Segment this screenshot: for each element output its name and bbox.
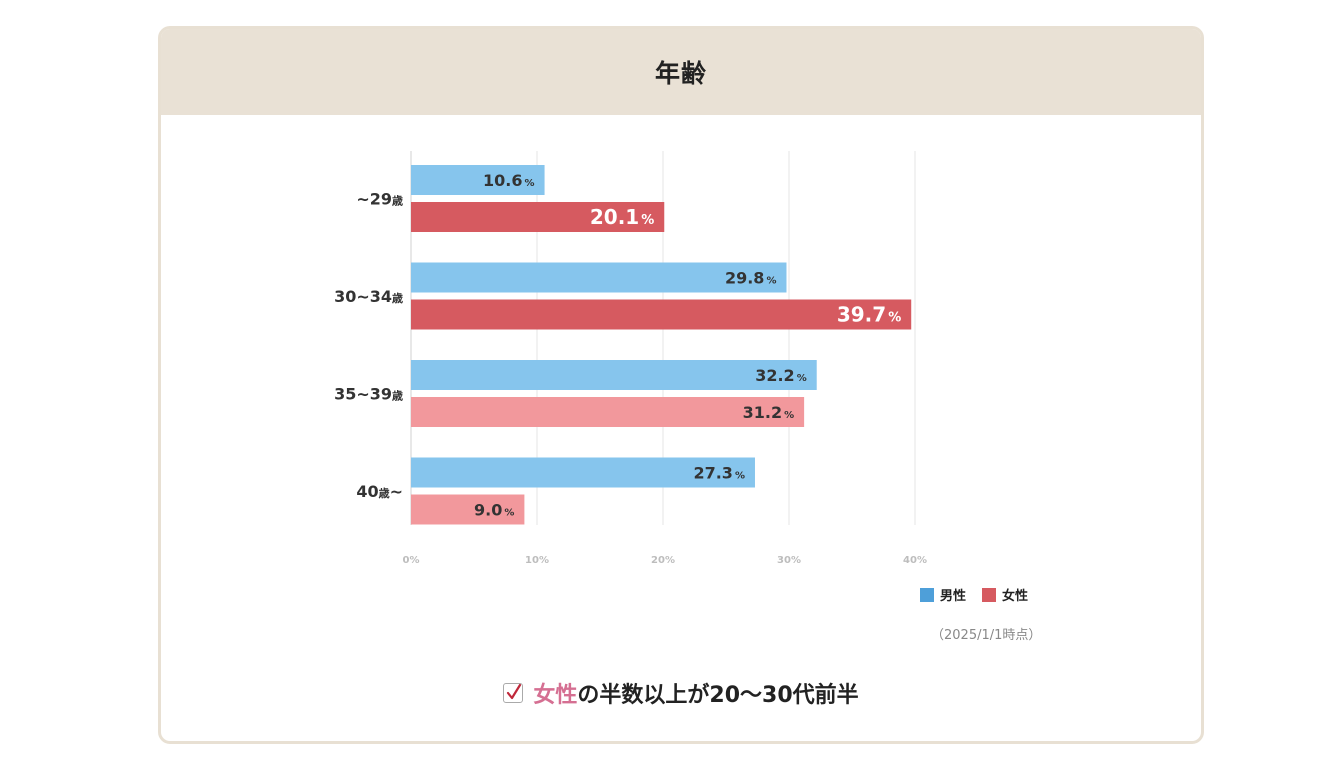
age-card: 年齢 0% 10% 20% 30% 40% 10.6% 20.1% ~29歳 29.8% 39.…: [158, 26, 1204, 744]
x-tick-label: 0%: [403, 555, 420, 566]
bar-layer: [411, 165, 912, 525]
male-bar: [411, 165, 545, 195]
label-layer: 10.6 % 20.1 % ~29歳 29.8 % 39.7 % 30~34歳 32.2 % 31.2%…: [334, 171, 901, 520]
male-bar: [411, 360, 817, 390]
x-tick-label: 20%: [651, 555, 675, 566]
date-note: （2025/1/1時点）: [931, 628, 1042, 643]
male-value-label: 10.6%: [483, 171, 535, 190]
legend-label-male: 男性: [940, 589, 967, 604]
legend: 男性 女性: [920, 585, 1044, 604]
legend-swatch-male: [920, 587, 934, 602]
checkbox-icon: [503, 683, 524, 703]
female-bar: [411, 494, 525, 525]
female-bar: [411, 202, 665, 232]
card-header: 年齢: [161, 29, 1201, 115]
category-label: 35~39歳: [334, 385, 403, 404]
female-bar: [411, 299, 912, 330]
legend-label-female: 女性: [1002, 589, 1029, 604]
male-bar: [411, 457, 755, 488]
male-value-label: 32.2%: [755, 366, 807, 385]
legend-swatch-female: [982, 587, 997, 602]
summary-highlight: 女性: [533, 683, 578, 708]
female-value-label: 31.2%: [743, 403, 795, 422]
x-tick-label: 30%: [777, 555, 801, 566]
x-tick-label: 40%: [903, 555, 927, 566]
female-value-label: 20.1%: [590, 205, 654, 229]
x-tick-label: 10%: [525, 555, 549, 566]
age-bar-chart: 0% 10% 20% 30% 40% 10.6 % 20.1 % ~29歳 29.8 % 39.7 % 3…: [334, 151, 927, 566]
male-value-label: 27.3%: [693, 463, 745, 482]
legend-item-male: 男性: [920, 585, 966, 604]
female-value-label: 9.0%: [474, 500, 514, 519]
summary-text: の半数以上が20〜30代前半: [577, 683, 859, 708]
category-label: 30~34歳: [334, 287, 403, 306]
male-value-label: 29.8%: [725, 268, 777, 287]
male-bar: [411, 262, 787, 293]
legend-item-female: 女性: [982, 585, 1028, 604]
female-bar: [411, 397, 805, 427]
female-value-label: 39.7%: [837, 303, 901, 327]
category-label: ~29歳: [356, 190, 403, 209]
category-label: 40歳~: [356, 482, 403, 501]
card-title: 年齢: [654, 59, 707, 88]
summary: 女性 の半数以上が20〜30代前半: [161, 677, 1201, 709]
